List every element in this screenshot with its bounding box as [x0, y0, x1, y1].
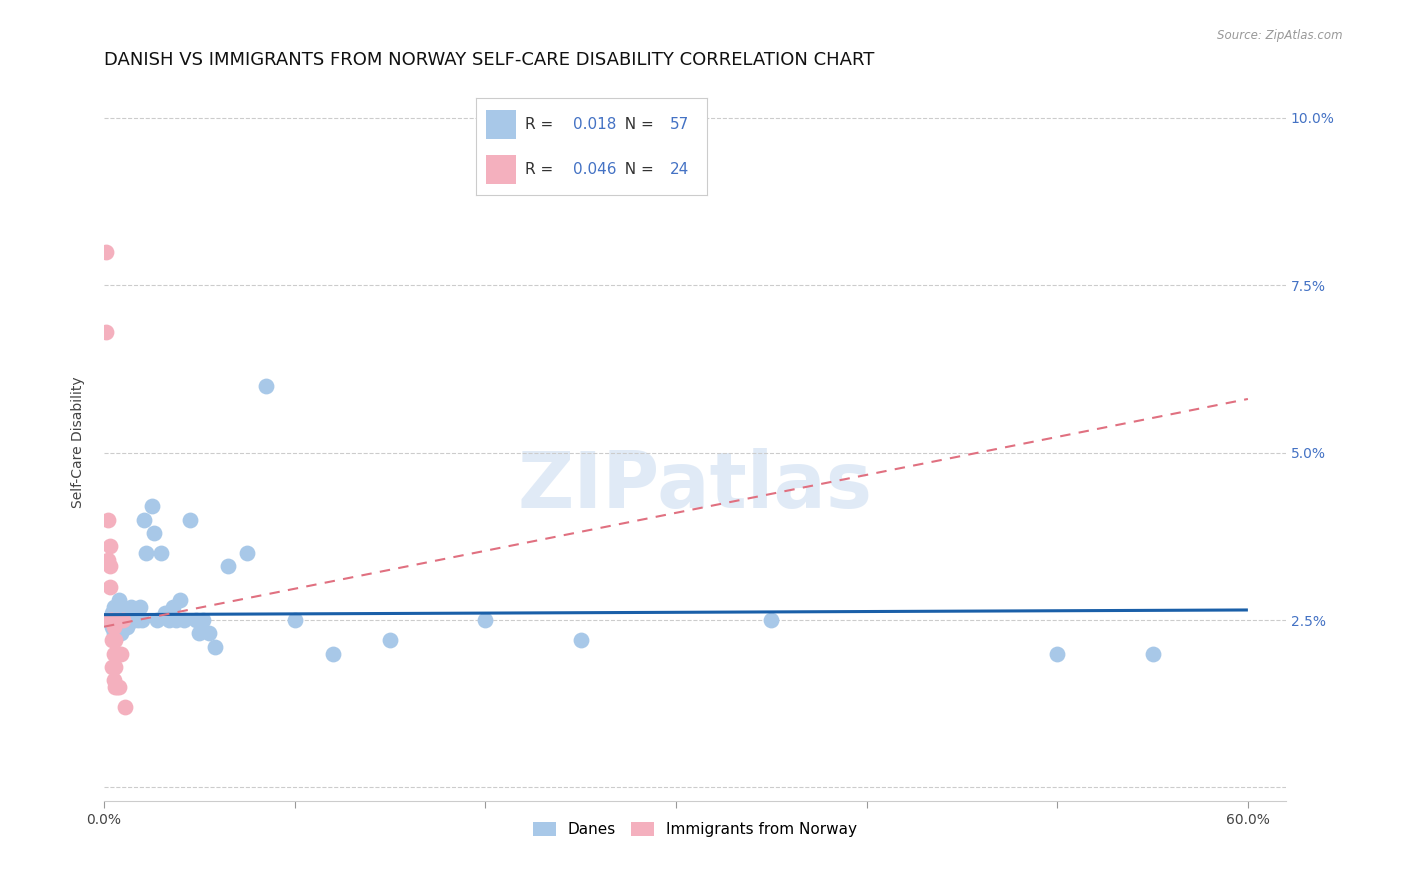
- Point: [142, 525, 165, 540]
- Point: [105, 613, 128, 627]
- Point: [100, 660, 122, 674]
- Point: [110, 613, 132, 627]
- Point: [104, 607, 127, 621]
- Point: [103, 613, 125, 627]
- Text: Source: ZipAtlas.com: Source: ZipAtlas.com: [1218, 29, 1343, 42]
- Point: [104, 680, 127, 694]
- Point: [112, 613, 135, 627]
- Point: [112, 607, 135, 621]
- Point: [169, 593, 191, 607]
- Point: [97, 512, 120, 526]
- Point: [103, 647, 125, 661]
- Point: [378, 633, 401, 648]
- Point: [100, 620, 122, 634]
- Point: [121, 613, 143, 627]
- Point: [110, 647, 132, 661]
- Y-axis label: Self-Care Disability: Self-Care Disability: [72, 376, 86, 508]
- Point: [125, 607, 148, 621]
- Point: [112, 613, 135, 627]
- Point: [184, 613, 207, 627]
- Point: [108, 647, 131, 661]
- Point: [132, 512, 155, 526]
- Point: [127, 613, 149, 627]
- Point: [217, 559, 239, 574]
- Point: [98, 559, 121, 574]
- Text: ZIPatlas: ZIPatlas: [517, 448, 873, 524]
- Point: [104, 633, 127, 648]
- Point: [157, 613, 180, 627]
- Point: [118, 613, 141, 627]
- Point: [100, 607, 122, 621]
- Point: [1046, 647, 1069, 661]
- Point: [98, 580, 121, 594]
- Point: [135, 546, 157, 560]
- Point: [108, 680, 131, 694]
- Point: [146, 613, 169, 627]
- Point: [1142, 647, 1164, 661]
- Point: [115, 620, 138, 634]
- Point: [108, 613, 131, 627]
- Point: [162, 599, 184, 614]
- Point: [108, 620, 131, 634]
- Point: [108, 593, 131, 607]
- Point: [103, 626, 125, 640]
- Point: [284, 613, 307, 627]
- Point: [198, 626, 221, 640]
- Point: [204, 640, 226, 654]
- Point: [322, 647, 344, 661]
- Point: [105, 680, 128, 694]
- Point: [254, 378, 277, 392]
- Point: [141, 499, 163, 513]
- Point: [131, 613, 153, 627]
- Point: [761, 613, 783, 627]
- Point: [103, 599, 125, 614]
- Point: [98, 539, 121, 553]
- Point: [474, 613, 496, 627]
- Point: [104, 660, 127, 674]
- Point: [150, 546, 173, 560]
- Point: [103, 620, 125, 634]
- Point: [124, 613, 146, 627]
- Point: [236, 546, 259, 560]
- Legend: Danes, Immigrants from Norway: Danes, Immigrants from Norway: [526, 816, 863, 844]
- Text: DANISH VS IMMIGRANTS FROM NORWAY SELF-CARE DISABILITY CORRELATION CHART: DANISH VS IMMIGRANTS FROM NORWAY SELF-CA…: [104, 51, 875, 69]
- Point: [100, 633, 122, 648]
- Point: [105, 613, 128, 627]
- Point: [100, 613, 122, 627]
- Point: [165, 613, 187, 627]
- Point: [105, 607, 128, 621]
- Point: [104, 620, 127, 634]
- Point: [179, 512, 201, 526]
- Point: [94, 244, 117, 259]
- Point: [98, 613, 121, 627]
- Point: [97, 552, 120, 566]
- Point: [114, 700, 136, 714]
- Point: [103, 673, 125, 688]
- Point: [129, 599, 152, 614]
- Point: [121, 607, 143, 621]
- Point: [173, 613, 195, 627]
- Point: [191, 613, 214, 627]
- Point: [98, 613, 121, 627]
- Point: [120, 599, 142, 614]
- Point: [110, 626, 132, 640]
- Point: [94, 325, 117, 339]
- Point: [569, 633, 592, 648]
- Point: [114, 613, 136, 627]
- Point: [188, 626, 211, 640]
- Point: [153, 607, 176, 621]
